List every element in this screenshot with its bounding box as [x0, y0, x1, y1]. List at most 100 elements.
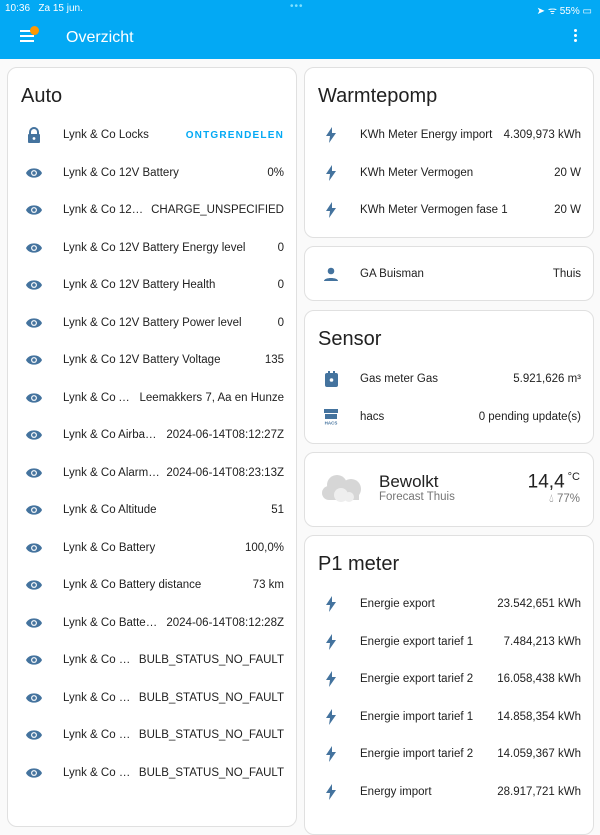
entity-name: Lynk & Co Add… — [63, 391, 134, 404]
flash-icon — [323, 127, 339, 143]
entity-row[interactable]: KWh Meter Energy import 4.309,973 kWh — [305, 120, 593, 150]
eye-icon — [26, 354, 42, 366]
entity-row[interactable]: Lynk & Co Altitude 51 — [8, 495, 296, 525]
card-p1-meter: P1 meter Energie export 23.542,651 kWh Ene… — [304, 535, 594, 835]
entity-row[interactable]: Energie export tarief 1 7.484,213 kWh — [305, 627, 593, 657]
weather-temperature: 14,4 °C — [527, 471, 580, 493]
eye-icon — [26, 242, 42, 254]
app-toolbar: Overzicht — [0, 17, 600, 59]
entity-state: CHARGE_UNSPECIFIED — [151, 204, 284, 216]
entity-name: Lynk & Co Airbag St… — [63, 429, 160, 441]
flash-icon — [323, 671, 339, 687]
entity-name: Lynk & Co Battery distance — [63, 579, 202, 591]
entity-state: BULB_STATUS_NO_FAULT — [138, 691, 284, 704]
entity-name: Energie export tarief 2 — [360, 673, 474, 685]
entity-name: Lynk & Co Bulb … — [63, 766, 133, 779]
entity-row[interactable]: Lynk & Co Airbag St… 2024-06-14T08:12:27Z — [8, 420, 296, 450]
page-title: Overzicht — [66, 29, 134, 46]
status-time: 10:36 Za 15 jun. — [5, 3, 83, 14]
eye-icon — [26, 167, 42, 179]
entity-row[interactable]: GA Buisman Thuis — [305, 259, 593, 289]
entity-row[interactable]: Lynk & Co Battery U… 2024-06-14T08:12:28Z — [8, 608, 296, 638]
entity-row[interactable]: Lynk & Co 12V Batt… CHARGE_UNSPECIFIED — [8, 195, 296, 225]
menu-icon[interactable] — [20, 26, 39, 42]
svg-text:HACS: HACS — [325, 420, 338, 425]
entity-state: BULB_STATUS_NO_FAULT — [138, 654, 284, 666]
lock-icon — [26, 127, 42, 143]
entity-state: 73 km — [252, 579, 284, 591]
eye-icon — [26, 617, 42, 629]
entity-row[interactable]: KWh Meter Vermogen 20 W — [305, 158, 593, 188]
card-title: Auto — [21, 85, 63, 107]
entity-name: Lynk & Co 12V Battery — [63, 166, 179, 179]
card-title: P1 meter — [318, 553, 400, 575]
entity-row[interactable]: Energie import tarief 2 14.059,367 kWh — [305, 739, 593, 769]
gas-meter-icon — [323, 371, 339, 387]
eye-icon — [26, 429, 42, 441]
entity-name: GA Buisman — [360, 268, 424, 280]
entity-name: Lynk & Co 12V Battery Energy level — [63, 241, 246, 254]
eye-icon — [26, 317, 42, 329]
entity-name: Lynk & Co Battery U… — [63, 616, 160, 629]
entity-row[interactable]: Lynk & Co Bulb … BULB_STATUS_NO_FAULT — [8, 758, 296, 788]
entity-row[interactable]: Energy import 28.917,721 kWh — [305, 777, 593, 807]
entity-row[interactable]: Lynk & Co Battery 100,0% — [8, 533, 296, 563]
entity-state: 23.542,651 kWh — [497, 598, 581, 610]
card-title: Sensor — [318, 328, 382, 350]
entity-name: Energie export — [360, 598, 435, 610]
entity-row[interactable]: Energie import tarief 1 14.858,354 kWh — [305, 702, 593, 732]
card-sensor: Sensor Gas meter Gas 5.921,626 m³ HACS hacs… — [304, 310, 594, 444]
entity-state: 0 — [277, 279, 284, 291]
entity-row[interactable]: Lynk & Co Add… Leemakkers 7, Aa en Hunze — [8, 383, 296, 413]
multitask-dots[interactable]: ••• — [290, 1, 304, 12]
entity-name: KWh Meter Energy import — [360, 129, 493, 141]
entity-row[interactable]: KWh Meter Vermogen fase 1 20 W — [305, 195, 593, 225]
entity-name: Lynk & Co 12V Batt… — [63, 204, 145, 216]
entity-row[interactable]: Lynk & Co 12V Battery Voltage 135 — [8, 345, 296, 375]
more-options-icon[interactable] — [574, 29, 578, 44]
entity-row[interactable]: Energie export tarief 2 16.058,438 kWh — [305, 664, 593, 694]
weather-humidity: 💧︎ 77% — [549, 493, 580, 505]
entity-row[interactable]: Lynk & Co Bulb … BULB_STATUS_NO_FAULT — [8, 683, 296, 713]
entity-state: 14.858,354 kWh — [497, 710, 581, 723]
entity-row[interactable]: Lynk & Co 12V Battery Health 0 — [8, 270, 296, 300]
hacs-icon: HACS — [323, 408, 339, 425]
flash-icon — [323, 633, 339, 650]
entity-state: 100,0% — [244, 541, 284, 554]
entity-row[interactable]: Lynk & Co 12V Battery Energy level 0 — [8, 233, 296, 263]
eye-icon — [26, 204, 42, 216]
entity-row[interactable]: Lynk & Co Battery distance 73 km — [8, 570, 296, 600]
entity-row[interactable]: HACS hacs 0 pending update(s) — [305, 402, 593, 432]
entity-row[interactable]: Lynk & Co Bulb … BULB_STATUS_NO_FAULT — [8, 720, 296, 750]
entity-name: Lynk & Co Locks — [63, 129, 149, 141]
cloudy-icon — [322, 475, 361, 502]
entity-state: 2024-06-14T08:23:13Z — [166, 466, 284, 479]
entity-row[interactable]: Energie export 23.542,651 kWh — [305, 589, 593, 619]
eye-icon — [26, 467, 42, 479]
entity-state: 20 W — [554, 204, 581, 216]
entity-row[interactable]: Lynk & Co 12V Battery Power level 0 — [8, 308, 296, 338]
eye-icon — [26, 654, 42, 666]
entity-name: KWh Meter Vermogen fase 1 — [360, 204, 508, 216]
entity-name: Lynk & Co 12V Battery Health — [63, 279, 216, 291]
water-percent-icon: 💧︎ — [549, 493, 554, 505]
entity-row[interactable]: Lynk & Co 12V Battery 0% — [8, 158, 296, 188]
flash-icon — [323, 164, 339, 181]
entity-state: 0 — [277, 241, 284, 254]
entity-state: BULB_STATUS_NO_FAULT — [138, 729, 284, 741]
entity-name: Lynk & Co Bulb … — [63, 654, 133, 666]
entity-name: Lynk & Co Alarm St… — [63, 466, 160, 479]
entity-name: KWh Meter Vermogen — [360, 166, 474, 179]
entity-row[interactable]: Lynk & Co Locks ONTGRENDELEN — [8, 120, 296, 150]
weather-condition: Bewolkt — [379, 472, 439, 491]
weather-card[interactable]: Bewolkt Forecast Thuis 14,4 °C 💧︎ 77% — [304, 452, 594, 527]
notification-badge — [30, 26, 39, 35]
entity-row[interactable]: Lynk & Co Alarm St… 2024-06-14T08:23:13Z — [8, 458, 296, 488]
entity-name: Energie import tarief 2 — [360, 748, 474, 760]
unlock-button[interactable]: ONTGRENDELEN — [185, 129, 284, 141]
entity-row[interactable]: Gas meter Gas 5.921,626 m³ — [305, 364, 593, 394]
entity-row[interactable]: Lynk & Co Bulb … BULB_STATUS_NO_FAULT — [8, 645, 296, 675]
entity-name: Gas meter Gas — [360, 373, 438, 385]
entity-state: 2024-06-14T08:12:28Z — [166, 616, 284, 629]
card-person: GA Buisman Thuis — [304, 246, 594, 301]
